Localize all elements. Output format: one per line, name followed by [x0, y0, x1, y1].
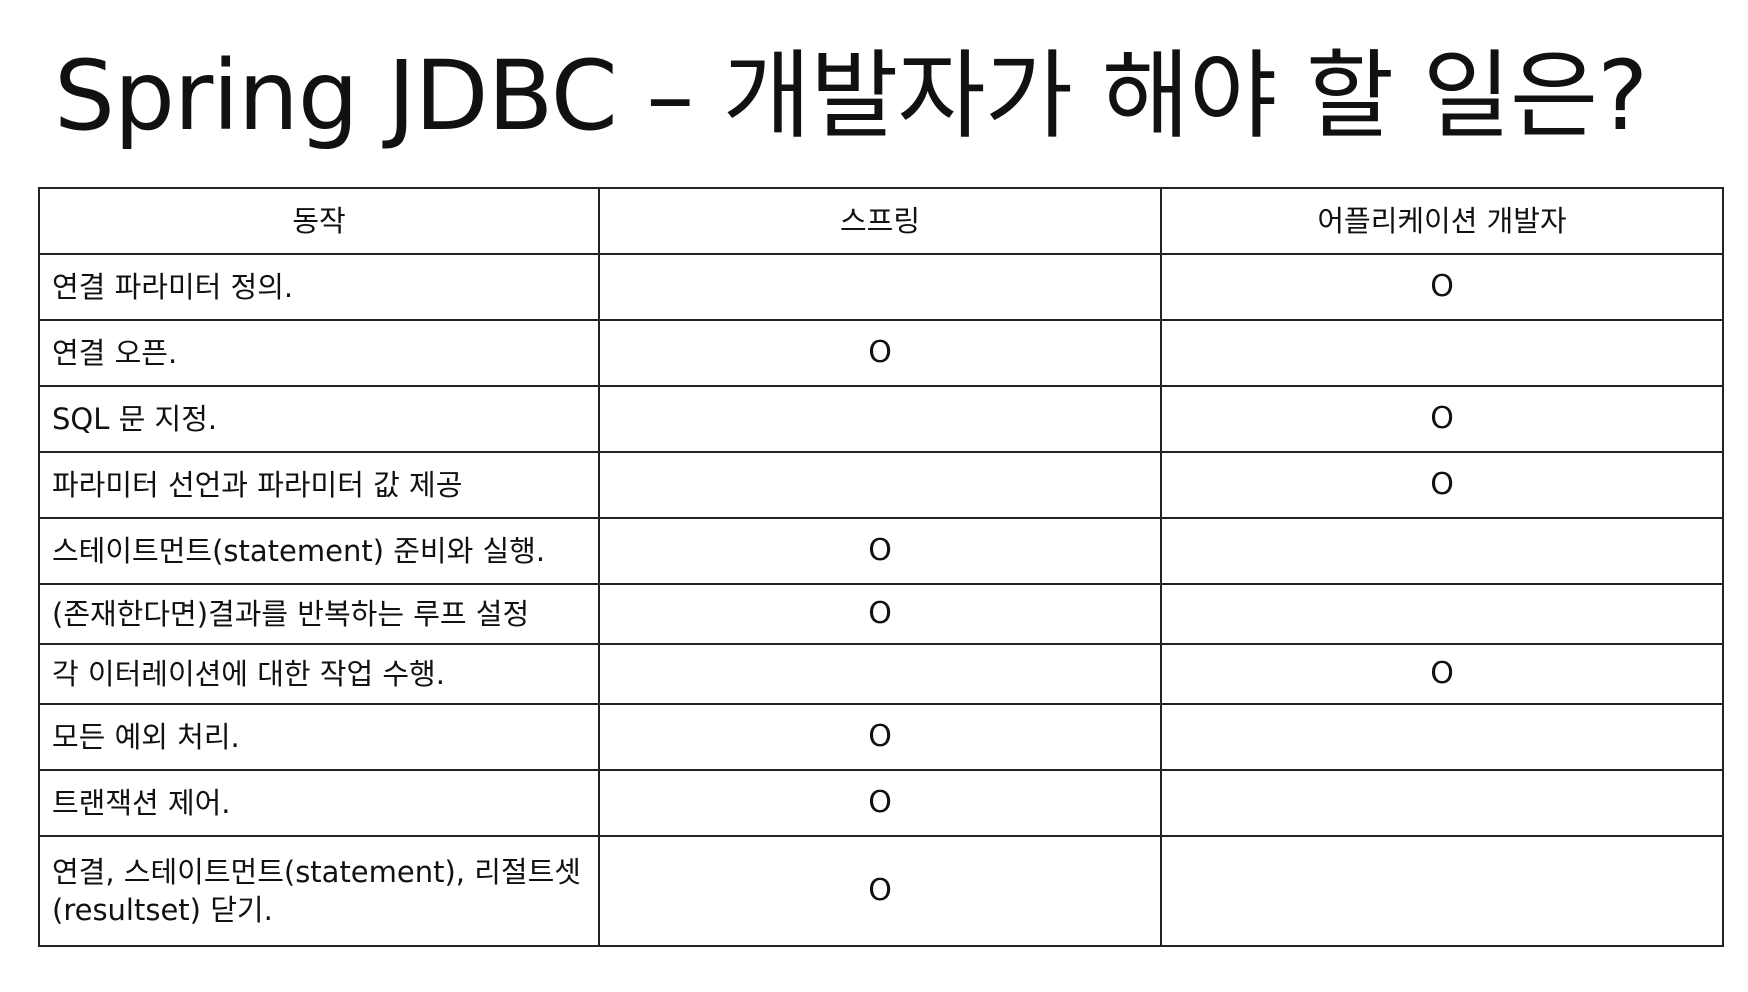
row-developer-mark: O: [1160, 643, 1724, 705]
row-developer-mark: [1160, 835, 1724, 947]
row-spring-mark: O: [598, 319, 1162, 387]
header-developer: 어플리케이션 개발자: [1160, 187, 1724, 255]
table-row: 트랜잭션 제어. O: [38, 769, 1724, 837]
row-developer-mark: [1160, 583, 1724, 645]
row-spring-mark: O: [598, 703, 1162, 771]
table-row: 스테이트먼트(statement) 준비와 실행. O: [38, 517, 1724, 585]
header-action: 동작: [38, 187, 600, 255]
table-row: SQL 문 지정. O: [38, 385, 1724, 453]
table-row: 모든 예외 처리. O: [38, 703, 1724, 771]
row-developer-mark: [1160, 769, 1724, 837]
header-spring: 스프링: [598, 187, 1162, 255]
row-spring-mark: O: [598, 769, 1162, 837]
row-spring-mark: [598, 643, 1162, 705]
row-developer-mark: O: [1160, 385, 1724, 453]
row-developer-mark: [1160, 517, 1724, 585]
table-header-row: 동작 스프링 어플리케이션 개발자: [38, 187, 1724, 255]
table-row: 각 이터레이션에 대한 작업 수행. O: [38, 643, 1724, 705]
row-action: 모든 예외 처리.: [38, 703, 600, 771]
row-developer-mark: [1160, 319, 1724, 387]
table-row: 파라미터 선언과 파라미터 값 제공 O: [38, 451, 1724, 519]
row-spring-mark: [598, 253, 1162, 321]
row-developer-mark: O: [1160, 451, 1724, 519]
table-row: 연결, 스테이트먼트(statement), 리절트셋(resultset) 닫…: [38, 835, 1724, 947]
row-action: 각 이터레이션에 대한 작업 수행.: [38, 643, 600, 705]
responsibility-table: 동작 스프링 어플리케이션 개발자 연결 파라미터 정의. O 연결 오픈. O…: [38, 187, 1724, 947]
row-action: (존재한다면)결과를 반복하는 루프 설정: [38, 583, 600, 645]
row-action: 스테이트먼트(statement) 준비와 실행.: [38, 517, 600, 585]
row-developer-mark: O: [1160, 253, 1724, 321]
row-spring-mark: [598, 385, 1162, 453]
row-action: 트랜잭션 제어.: [38, 769, 600, 837]
row-action: 연결 오픈.: [38, 319, 600, 387]
row-spring-mark: O: [598, 583, 1162, 645]
slide-title: Spring JDBC – 개발자가 해야 할 일은?: [54, 40, 1648, 152]
row-action: SQL 문 지정.: [38, 385, 600, 453]
row-spring-mark: [598, 451, 1162, 519]
table-row: (존재한다면)결과를 반복하는 루프 설정 O: [38, 583, 1724, 645]
row-spring-mark: O: [598, 517, 1162, 585]
row-action: 파라미터 선언과 파라미터 값 제공: [38, 451, 600, 519]
table-row: 연결 오픈. O: [38, 319, 1724, 387]
row-action: 연결, 스테이트먼트(statement), 리절트셋(resultset) 닫…: [38, 835, 600, 947]
row-developer-mark: [1160, 703, 1724, 771]
table-row: 연결 파라미터 정의. O: [38, 253, 1724, 321]
row-action: 연결 파라미터 정의.: [38, 253, 600, 321]
row-spring-mark: O: [598, 835, 1162, 947]
